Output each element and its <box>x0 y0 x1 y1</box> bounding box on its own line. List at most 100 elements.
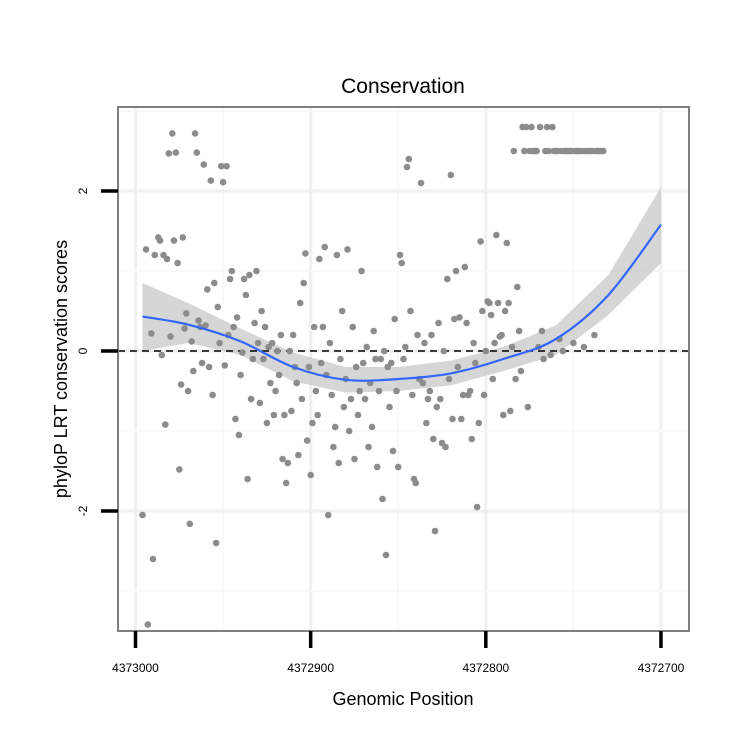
data-point <box>177 381 185 388</box>
data-point <box>424 395 432 403</box>
data-point <box>396 251 404 259</box>
data-point <box>345 427 353 435</box>
data-point <box>591 331 598 339</box>
x-axis-title: Genomic Position <box>332 689 473 709</box>
data-point <box>449 415 456 423</box>
data-point <box>293 379 301 387</box>
data-point <box>212 539 220 547</box>
data-point <box>190 367 197 375</box>
data-point <box>456 314 463 321</box>
data-point <box>437 395 444 403</box>
data-point <box>149 555 157 563</box>
data-point <box>454 363 462 371</box>
confidence-band-layer <box>142 187 661 393</box>
data-point <box>442 443 449 451</box>
data-point <box>193 149 201 156</box>
data-point <box>296 299 304 307</box>
data-point <box>148 330 155 337</box>
panel-border <box>117 106 690 632</box>
data-point <box>547 351 554 359</box>
data-point <box>211 279 218 287</box>
data-point <box>282 479 290 487</box>
data-point <box>498 331 505 339</box>
data-point <box>409 391 416 399</box>
data-point <box>176 466 183 473</box>
data-point <box>324 511 332 519</box>
data-point <box>559 347 567 355</box>
data-point <box>328 391 336 399</box>
data-point <box>393 387 400 395</box>
data-point <box>379 495 386 503</box>
data-point <box>451 315 458 323</box>
data-point <box>431 527 439 535</box>
data-point <box>405 155 413 163</box>
data-point <box>522 123 530 131</box>
data-point <box>412 479 420 487</box>
data-point <box>445 375 453 383</box>
data-point <box>468 435 476 443</box>
data-point <box>204 286 211 293</box>
data-point <box>263 419 271 427</box>
data-point <box>514 283 521 291</box>
data-point <box>195 317 202 324</box>
data-point <box>270 411 278 419</box>
data-point <box>356 387 364 395</box>
data-point <box>314 411 322 419</box>
data-point <box>240 275 248 283</box>
data-point <box>470 339 477 347</box>
data-point <box>237 371 244 379</box>
data-point <box>491 339 498 347</box>
data-point <box>198 359 206 367</box>
data-point <box>163 255 171 263</box>
data-point <box>570 339 577 347</box>
data-point <box>472 359 479 367</box>
data-point <box>365 443 372 451</box>
data-point <box>599 147 607 155</box>
data-point <box>508 343 516 351</box>
data-point <box>179 234 187 241</box>
data-point <box>321 243 329 251</box>
data-point <box>403 163 411 171</box>
data-point <box>428 331 435 339</box>
data-point <box>338 307 346 315</box>
data-point <box>414 331 421 339</box>
data-point <box>477 238 484 245</box>
data-point <box>156 237 164 244</box>
confidence-band <box>142 187 661 393</box>
data-point <box>242 291 250 299</box>
data-point <box>389 447 397 455</box>
chart-title: Conservation <box>341 75 465 98</box>
data-point <box>386 403 393 411</box>
data-point <box>510 147 518 155</box>
data-point <box>279 455 286 463</box>
data-point <box>505 299 512 307</box>
data-point <box>228 267 236 275</box>
points-layer <box>139 123 607 628</box>
data-point <box>249 355 257 363</box>
data-point <box>402 343 409 351</box>
data-point <box>214 303 222 311</box>
data-point <box>305 363 313 371</box>
data-point <box>452 267 460 275</box>
data-point <box>337 355 344 363</box>
y-tick-label: 2 <box>76 187 90 194</box>
data-point <box>354 411 362 419</box>
data-point <box>186 520 194 528</box>
x-tick-label: 4373000 <box>112 661 159 675</box>
data-point <box>183 310 190 317</box>
data-point <box>475 419 483 427</box>
data-point <box>230 323 237 331</box>
data-point <box>538 327 546 335</box>
data-point <box>302 250 309 257</box>
data-point <box>267 379 274 387</box>
data-point <box>487 311 495 319</box>
data-point <box>361 395 369 403</box>
data-point <box>284 459 292 467</box>
data-point <box>545 147 553 155</box>
data-point <box>482 347 490 355</box>
data-point <box>218 162 225 170</box>
data-point <box>382 551 390 559</box>
data-point <box>515 327 523 335</box>
data-point <box>295 451 302 459</box>
